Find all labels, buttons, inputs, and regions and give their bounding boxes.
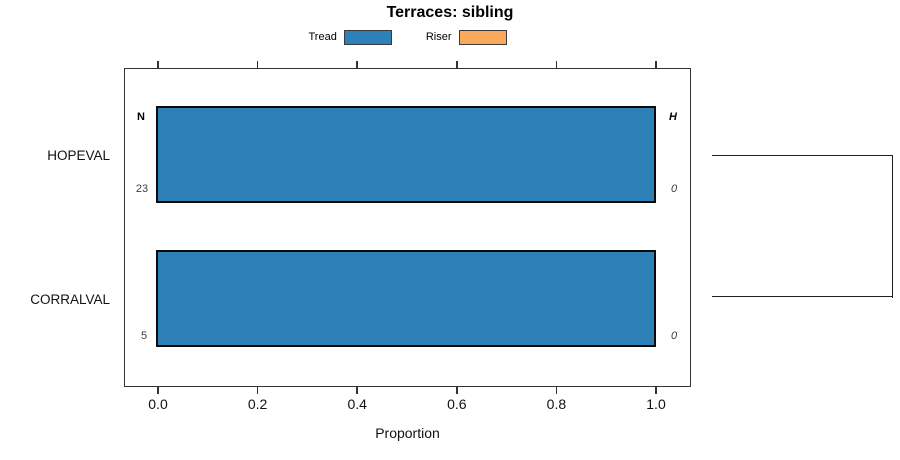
top-axis-tick bbox=[157, 61, 159, 68]
bar-track-corralval bbox=[156, 250, 656, 347]
x-tick-label: 0.2 bbox=[247, 396, 268, 412]
x-axis-tick bbox=[256, 387, 259, 394]
x-axis-tick bbox=[555, 387, 558, 394]
dendrogram-join-line bbox=[891, 154, 893, 298]
count-value-hopeval: 23 bbox=[135, 183, 149, 195]
count-value-corralval: 5 bbox=[140, 330, 148, 342]
x-tick-label: 0.8 bbox=[546, 396, 567, 412]
top-axis-tick bbox=[655, 61, 657, 68]
legend-label-riser: Riser bbox=[425, 31, 452, 43]
bar-track-hopeval bbox=[156, 106, 656, 203]
x-axis-tick bbox=[456, 387, 458, 394]
height-value-hopeval: 0 bbox=[670, 183, 678, 195]
legend-item-tread: Tread bbox=[308, 29, 392, 45]
category-label-corralval: CORRALVAL bbox=[30, 292, 110, 307]
height-column-header: H bbox=[669, 111, 677, 123]
x-tick-label: 0.6 bbox=[447, 396, 467, 412]
x-axis-tick bbox=[655, 387, 657, 394]
top-axis-tick bbox=[256, 61, 259, 68]
dendrogram-branch-corralval bbox=[712, 296, 893, 298]
x-axis-tick bbox=[356, 387, 358, 394]
riser-color-swatch bbox=[458, 29, 507, 45]
top-axis-tick bbox=[356, 61, 358, 68]
x-tick-label: 0.0 bbox=[148, 396, 168, 412]
count-column-header: N bbox=[137, 111, 145, 123]
top-axis-tick bbox=[555, 61, 558, 68]
bar-hopeval-tread bbox=[156, 106, 656, 203]
bar-corralval-tread bbox=[156, 250, 656, 347]
dendrogram-branch-hopeval bbox=[712, 154, 893, 156]
top-axis-tick bbox=[456, 61, 458, 68]
legend-label-tread: Tread bbox=[308, 31, 337, 43]
height-value-corralval: 0 bbox=[670, 330, 678, 342]
legend-item-riser: Riser bbox=[425, 29, 507, 45]
chart-title: Terraces: sibling bbox=[386, 4, 514, 21]
legend: Tread Riser bbox=[125, 28, 690, 46]
tread-color-swatch bbox=[343, 29, 392, 45]
x-axis-tick bbox=[157, 387, 159, 394]
x-tick-label: 1.0 bbox=[646, 396, 666, 412]
x-tick-label: 0.4 bbox=[347, 396, 367, 412]
category-label-hopeval: HOPEVAL bbox=[47, 148, 110, 163]
x-axis-title: Proportion bbox=[375, 425, 440, 441]
